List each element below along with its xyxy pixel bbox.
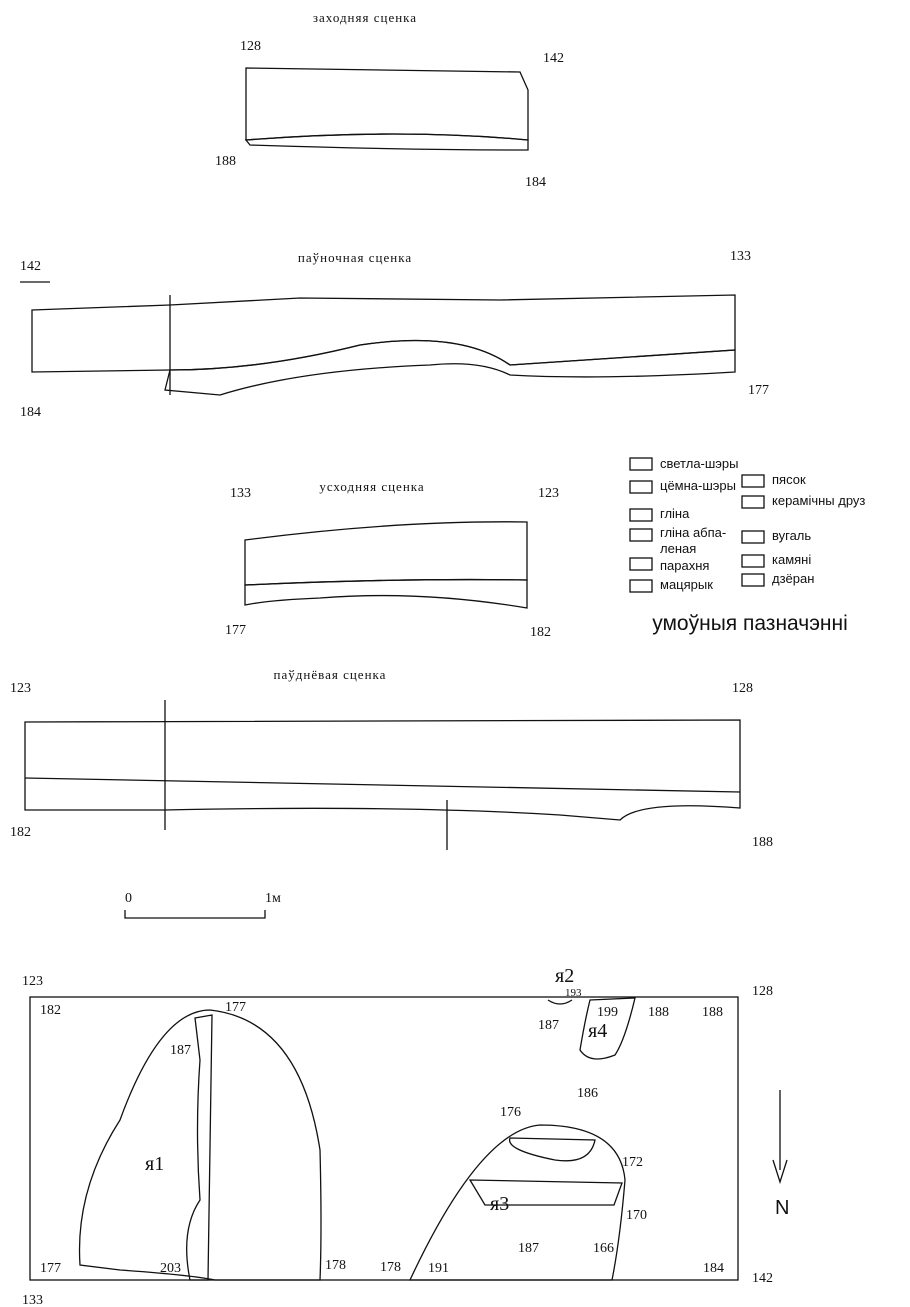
section-label: 182	[10, 825, 31, 840]
section-label: 188	[215, 154, 236, 169]
section-title: паўднёвая сценка	[274, 667, 387, 682]
section-label: 123	[10, 681, 31, 696]
corner-label: 142	[752, 1271, 773, 1286]
section-title: усходняя сценка	[319, 479, 424, 494]
legend-item: камяні	[772, 552, 811, 567]
level: 166	[593, 1241, 614, 1256]
legend-item: светла-шэры	[660, 456, 739, 471]
corner-label: 133	[22, 1293, 43, 1307]
legend-item: вугаль	[772, 528, 811, 543]
section-label: 128	[240, 39, 261, 54]
level: 188	[702, 1005, 723, 1020]
pit-label: я1	[145, 1153, 164, 1175]
level: 187	[538, 1018, 559, 1033]
scale-start: 0	[125, 891, 132, 906]
scale-end: 1м	[265, 891, 281, 906]
section-drawings	[20, 67, 741, 850]
plan: 123 128 133 142 я1 я2 я3 я4 182 177 187 …	[22, 965, 789, 1307]
level: 193	[565, 987, 582, 999]
section-label: 177	[225, 623, 246, 638]
section-label: 184	[525, 175, 546, 190]
section-label: 123	[538, 486, 559, 501]
legend-item: гліна абпа-	[660, 525, 726, 540]
section-label: 177	[748, 383, 769, 398]
section-label: 128	[732, 681, 753, 696]
north-label: N	[775, 1197, 789, 1219]
level: 187	[518, 1241, 539, 1256]
level: 177	[40, 1261, 61, 1276]
corner-label: 123	[22, 974, 43, 989]
pit-label: я4	[588, 1020, 607, 1042]
section-title: паўночная сценка	[298, 250, 412, 265]
corner-label: 128	[752, 984, 773, 999]
pit-label: я2	[555, 965, 574, 987]
legend-item: керамічны друз	[772, 493, 865, 508]
section-label: 184	[20, 405, 41, 420]
legend-item: леная	[660, 541, 696, 556]
section-label: 182	[530, 625, 551, 640]
legend-item: гліна	[660, 506, 690, 521]
level: 188	[648, 1005, 669, 1020]
legend-item: парахня	[660, 558, 709, 573]
level: 172	[622, 1155, 643, 1170]
section-label: 188	[752, 835, 773, 850]
level: 176	[500, 1105, 521, 1120]
legend-item: дзёран	[772, 571, 814, 586]
legend-item: цёмна-шэры	[660, 478, 736, 493]
section-title: заходняя сценка	[313, 10, 417, 25]
section-label: 142	[20, 259, 41, 274]
level: 178	[325, 1258, 346, 1273]
section-label: 133	[730, 249, 751, 264]
pit-label: я3	[490, 1193, 509, 1215]
level: 177	[225, 1000, 246, 1015]
level: 203	[160, 1261, 181, 1276]
level: 187	[170, 1043, 191, 1058]
legend: светла-шэры цёмна-шэры гліна гліна абпа-…	[629, 456, 865, 635]
level: 178	[380, 1260, 401, 1275]
level: 186	[577, 1086, 598, 1101]
level: 191	[428, 1261, 449, 1276]
section-label: 133	[230, 486, 251, 501]
level: 184	[703, 1261, 724, 1276]
legend-item: мацярык	[660, 577, 713, 592]
legend-title: умоўныя пазначэнні	[652, 612, 848, 635]
level: 170	[626, 1208, 647, 1223]
legend-item: пясок	[772, 472, 806, 487]
level: 182	[40, 1003, 61, 1018]
level: 199	[597, 1005, 618, 1020]
section-label: 142	[543, 51, 564, 66]
scale-bar: 0 1м	[124, 891, 281, 919]
